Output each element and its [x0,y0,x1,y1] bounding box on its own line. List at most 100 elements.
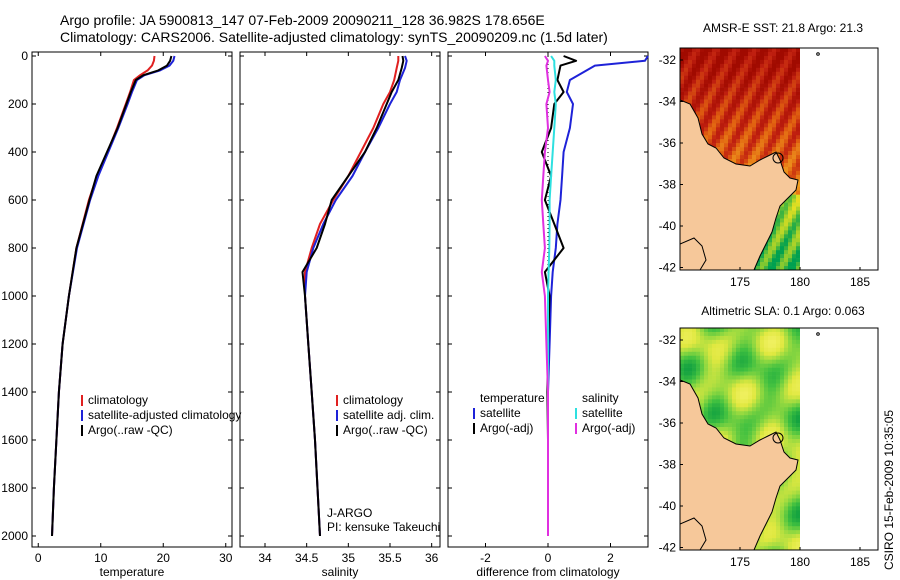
map-cell [696,335,701,341]
map-cell [788,99,793,104]
map-cell [764,339,769,345]
map-cell [780,59,785,65]
map-cell [724,87,729,92]
map-cell [788,206,793,211]
map-cell [768,147,773,152]
map-cell [776,355,781,361]
map-cell [696,339,701,345]
series-line-magenta [540,55,551,536]
map-cell [784,238,789,243]
map-cell [708,407,713,412]
map-cell [780,155,785,160]
map-cell [736,111,741,116]
map-cell [760,328,765,333]
map-cell [792,59,797,65]
map-cell [756,115,761,120]
map-cell [792,478,797,483]
map-cell [788,91,793,96]
map-cell [732,367,737,372]
map-cell [772,246,777,251]
map-cell [788,250,793,255]
map-cell [764,546,769,550]
map-cell [780,266,785,270]
map-cell [776,115,781,120]
map-cell [792,254,797,259]
map-cell [704,103,709,108]
map-cell [712,91,717,96]
map-cell [748,395,753,400]
map-cell [752,411,757,416]
map-cell [720,427,725,432]
legend-label: satellite [480,406,521,420]
map-cell [680,339,685,345]
map-cell [788,51,793,57]
map-cell [784,210,789,215]
map-cell [760,331,765,337]
map-cell [696,363,701,368]
map-x-tick-label: 185 [850,555,870,569]
map-cell [744,371,749,376]
map-cell [780,431,785,436]
map-cell [780,407,785,412]
map-cell [772,427,777,432]
map-cell [684,99,689,104]
map-cell [724,328,729,333]
map-cell [748,383,753,388]
map-cell [744,51,749,57]
map-cell [728,395,733,400]
map-cell [776,262,781,267]
map-cell [784,67,789,73]
map-cell [724,147,729,152]
map-field [680,328,800,550]
map-cell [704,339,709,345]
map-y-tick-label: -34 [659,95,677,109]
map-cell [732,139,737,144]
map-cell [756,375,761,380]
map-cell [736,431,741,436]
map-cell [760,391,765,396]
map-cell [772,131,777,136]
map-cell [792,103,797,108]
map-cell [784,147,789,152]
map-cell [792,359,797,364]
map-cell [708,87,713,92]
map-cell [728,415,733,420]
map-cell [768,139,773,144]
map-cell [796,71,800,77]
map-cell [700,48,705,53]
map-cell [724,91,729,96]
map-cell [688,355,693,361]
map-cell [796,206,800,211]
map-cell [796,182,800,188]
map-cell [760,395,765,400]
map-cell [784,383,789,388]
map-cell [748,139,753,144]
map-cell [756,546,761,550]
map-cell [768,351,773,357]
map-cell [704,387,709,392]
map-cell [740,339,745,345]
map-cell [712,83,717,88]
map-cell [792,258,797,263]
map-cell [760,155,765,160]
map-cell [792,87,797,92]
axes-frame [31,51,233,548]
map-cell [764,99,769,104]
map-cell [784,99,789,104]
map-cell [780,147,785,152]
map-cell [756,355,761,361]
annotation-line: J-ARGO [327,506,372,520]
map-cell [760,415,765,420]
map-cell [796,514,800,519]
map-cell [768,250,773,255]
map-cell [764,391,769,396]
map-cell [744,139,749,144]
map-cell [792,419,797,424]
x-tick-label: 20 [157,551,171,565]
map-cell [784,538,789,543]
map-cell [704,87,709,92]
map-cell [772,111,777,116]
map-cell [736,339,741,345]
map-cell [796,186,800,192]
